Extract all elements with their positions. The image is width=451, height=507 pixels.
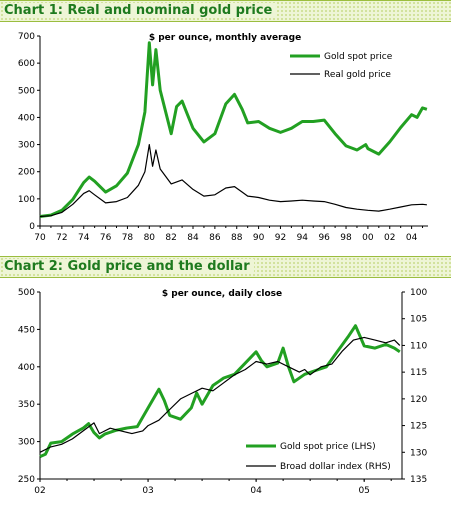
chart1-y-tick-label: 700 xyxy=(18,32,35,42)
chart1-x-tick-label: 72 xyxy=(56,233,67,243)
chart1-x-tick-label: 00 xyxy=(362,233,374,243)
chart1-y-tick-label: 100 xyxy=(18,195,35,205)
chart1-series-line-gold-spot xyxy=(39,41,428,218)
chart1-subtitle: $ per ounce, monthly average xyxy=(149,33,301,43)
chart1-title-bar: Chart 1: Real and nominal gold price xyxy=(0,0,451,22)
chart1-x-tick-label: 94 xyxy=(297,233,309,243)
chart2-title: Chart 2: Gold price and the dollar xyxy=(4,259,254,274)
chart1-x-tick-label: 98 xyxy=(340,233,352,243)
chart2-right-tick-label: 125 xyxy=(410,422,427,432)
chart2-left-tick-label: 400 xyxy=(18,363,35,373)
chart2-x-tick-label: 05 xyxy=(358,486,369,496)
chart2-left-tick-label: 450 xyxy=(18,325,35,335)
chart2-right-tick-label: 130 xyxy=(410,448,427,458)
chart1-x-tick-label: 90 xyxy=(253,233,265,243)
chart2-left-tick-label: 350 xyxy=(18,400,35,410)
chart2-left-tick-label: 500 xyxy=(18,288,35,298)
chart1-x-tick-label: 84 xyxy=(187,233,199,243)
chart2-right-tick-label: 120 xyxy=(410,395,427,405)
chart2-svg: 250 300 350 400 450 500 100 105 110 115 120 125 130 1… xyxy=(18,288,428,496)
chart1-x-tick-label: 82 xyxy=(165,233,176,243)
chart1-x-tick-label: 78 xyxy=(122,233,134,243)
chart1-x-tick-label: 02 xyxy=(384,233,395,243)
chart1-title: Chart 1: Real and nominal gold price xyxy=(4,3,277,18)
chart2-x-tick-label: 02 xyxy=(34,486,45,496)
chart2-x-tick-label: 04 xyxy=(250,486,262,496)
chart2-x-tick-label: 03 xyxy=(142,486,153,496)
chart1-y-tick-label: 600 xyxy=(18,59,35,69)
chart2-legend-label: Broad dollar index (RHS) xyxy=(280,462,391,472)
chart1-legend-label: Real gold price xyxy=(324,70,391,80)
chart1-x-tick-label: 80 xyxy=(144,233,156,243)
chart1-x-tick-label: 96 xyxy=(318,233,330,243)
chart2-right-tick-label: 100 xyxy=(410,288,427,298)
chart2-left-tick-label: 300 xyxy=(18,438,35,448)
chart2-right-tick-label: 105 xyxy=(410,315,427,325)
chart1-svg: 0 100 200 300 400 500 600 700 70 72 74 76 78 80 82 84 86… xyxy=(18,32,428,243)
chart1-x-tick-label: 74 xyxy=(78,233,90,243)
chart1-x-tick-label: 70 xyxy=(34,233,46,243)
chart2-right-tick-label: 110 xyxy=(410,341,427,351)
chart1-y-tick-label: 0 xyxy=(29,222,35,232)
chart1-x-tick-label: 04 xyxy=(406,233,418,243)
chart2-right-tick-label: 115 xyxy=(410,368,427,378)
chart2-series-line-dollar-index xyxy=(39,336,401,453)
chart2-series-line-gold-spot xyxy=(39,324,401,458)
chart1-x-tick-label: 76 xyxy=(100,233,112,243)
chart1-y-tick-label: 200 xyxy=(18,168,35,178)
chart2-title-bar: Chart 2: Gold price and the dollar xyxy=(0,256,451,278)
chart1-legend-label: Gold spot price xyxy=(324,52,393,62)
chart2-left-tick-label: 250 xyxy=(18,475,35,485)
chart2-right-tick-label: 135 xyxy=(410,475,427,485)
chart1-y-tick-label: 400 xyxy=(18,113,35,123)
chart1-y-tick-label: 500 xyxy=(18,86,35,96)
chart1-x-tick-label: 88 xyxy=(231,233,243,243)
chart1-x-tick-label: 86 xyxy=(209,233,221,243)
chart2-subtitle: $ per ounce, daily close xyxy=(162,289,282,299)
chart1-y-tick-label: 300 xyxy=(18,141,35,151)
chart1-x-tick-label: 92 xyxy=(275,233,286,243)
chart2-legend-label: Gold spot price (LHS) xyxy=(280,442,376,452)
chart1-series-line-real-gold xyxy=(39,144,427,218)
